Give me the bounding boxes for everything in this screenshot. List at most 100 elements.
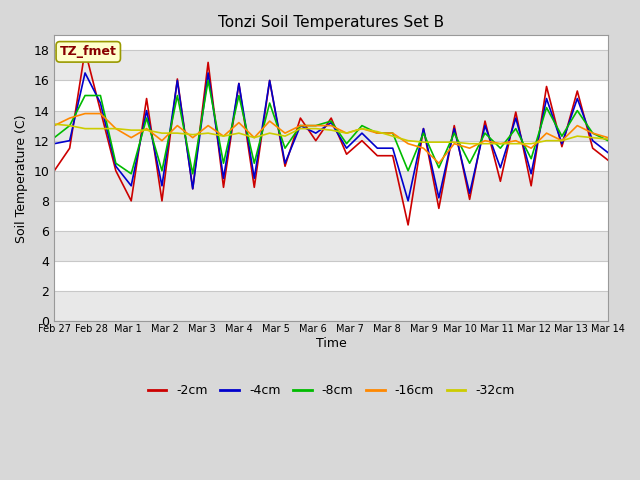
Y-axis label: Soil Temperature (C): Soil Temperature (C) <box>15 114 28 242</box>
-32cm <box>296 126 304 132</box>
Bar <box>54 201 608 231</box>
-4cm <box>204 70 212 76</box>
Text: TZ_fmet: TZ_fmet <box>60 45 116 59</box>
-4cm <box>374 145 381 151</box>
-8cm <box>589 130 596 136</box>
-4cm <box>189 186 196 192</box>
-4cm <box>312 130 319 136</box>
Bar <box>54 231 608 261</box>
-16cm <box>420 145 428 151</box>
-32cm <box>220 133 227 139</box>
-16cm <box>281 130 289 136</box>
-4cm <box>158 183 166 189</box>
-32cm <box>374 129 381 134</box>
-16cm <box>250 135 258 141</box>
-2cm <box>420 126 428 132</box>
-8cm <box>342 141 350 146</box>
-8cm <box>235 93 243 98</box>
-16cm <box>435 160 443 166</box>
-16cm <box>112 126 120 132</box>
-16cm <box>573 123 581 129</box>
-2cm <box>220 184 227 190</box>
-2cm <box>112 168 120 174</box>
Bar <box>54 171 608 201</box>
-16cm <box>543 130 550 136</box>
-4cm <box>573 96 581 101</box>
-4cm <box>342 145 350 151</box>
-16cm <box>204 123 212 129</box>
-4cm <box>281 160 289 166</box>
-4cm <box>112 163 120 169</box>
-8cm <box>512 126 520 132</box>
-4cm <box>543 96 550 101</box>
Line: -8cm: -8cm <box>54 81 608 174</box>
-8cm <box>543 105 550 110</box>
X-axis label: Time: Time <box>316 337 346 350</box>
Line: -2cm: -2cm <box>54 50 608 225</box>
-16cm <box>358 126 366 132</box>
-32cm <box>342 130 350 136</box>
Bar <box>54 110 608 141</box>
-2cm <box>250 184 258 190</box>
-2cm <box>389 153 397 158</box>
-16cm <box>143 126 150 132</box>
-2cm <box>497 179 504 184</box>
-2cm <box>466 196 474 202</box>
-16cm <box>158 138 166 144</box>
-4cm <box>173 78 181 84</box>
-4cm <box>51 141 58 146</box>
-16cm <box>327 123 335 129</box>
-8cm <box>173 93 181 98</box>
-32cm <box>51 121 58 127</box>
-4cm <box>296 123 304 129</box>
Bar <box>54 141 608 171</box>
-2cm <box>327 115 335 121</box>
-32cm <box>327 127 335 133</box>
-32cm <box>204 130 212 136</box>
-2cm <box>435 205 443 211</box>
-2cm <box>558 144 566 150</box>
-16cm <box>81 111 89 117</box>
-32cm <box>189 132 196 138</box>
-4cm <box>481 123 489 129</box>
-2cm <box>266 78 273 84</box>
-8cm <box>420 130 428 136</box>
-4cm <box>235 81 243 86</box>
-16cm <box>173 123 181 129</box>
-2cm <box>358 138 366 144</box>
-32cm <box>466 141 474 146</box>
-2cm <box>66 145 74 151</box>
-2cm <box>235 81 243 86</box>
-32cm <box>558 138 566 144</box>
-8cm <box>81 93 89 98</box>
-4cm <box>512 115 520 121</box>
-8cm <box>358 123 366 129</box>
-16cm <box>51 123 58 129</box>
-2cm <box>143 96 150 101</box>
-8cm <box>527 156 535 162</box>
-32cm <box>173 130 181 136</box>
-32cm <box>512 141 520 146</box>
-4cm <box>327 120 335 125</box>
-4cm <box>97 100 104 106</box>
-2cm <box>573 88 581 94</box>
-32cm <box>604 136 612 142</box>
-2cm <box>97 108 104 113</box>
-8cm <box>374 130 381 136</box>
-2cm <box>81 48 89 53</box>
-8cm <box>281 145 289 151</box>
Bar <box>54 81 608 110</box>
-2cm <box>312 138 319 144</box>
-2cm <box>589 145 596 151</box>
-4cm <box>358 130 366 136</box>
-16cm <box>220 133 227 139</box>
-4cm <box>497 165 504 170</box>
-32cm <box>573 133 581 139</box>
-32cm <box>435 139 443 145</box>
-2cm <box>342 151 350 157</box>
-4cm <box>66 138 74 144</box>
-8cm <box>250 160 258 166</box>
-16cm <box>312 123 319 129</box>
-16cm <box>66 115 74 121</box>
-2cm <box>481 118 489 124</box>
